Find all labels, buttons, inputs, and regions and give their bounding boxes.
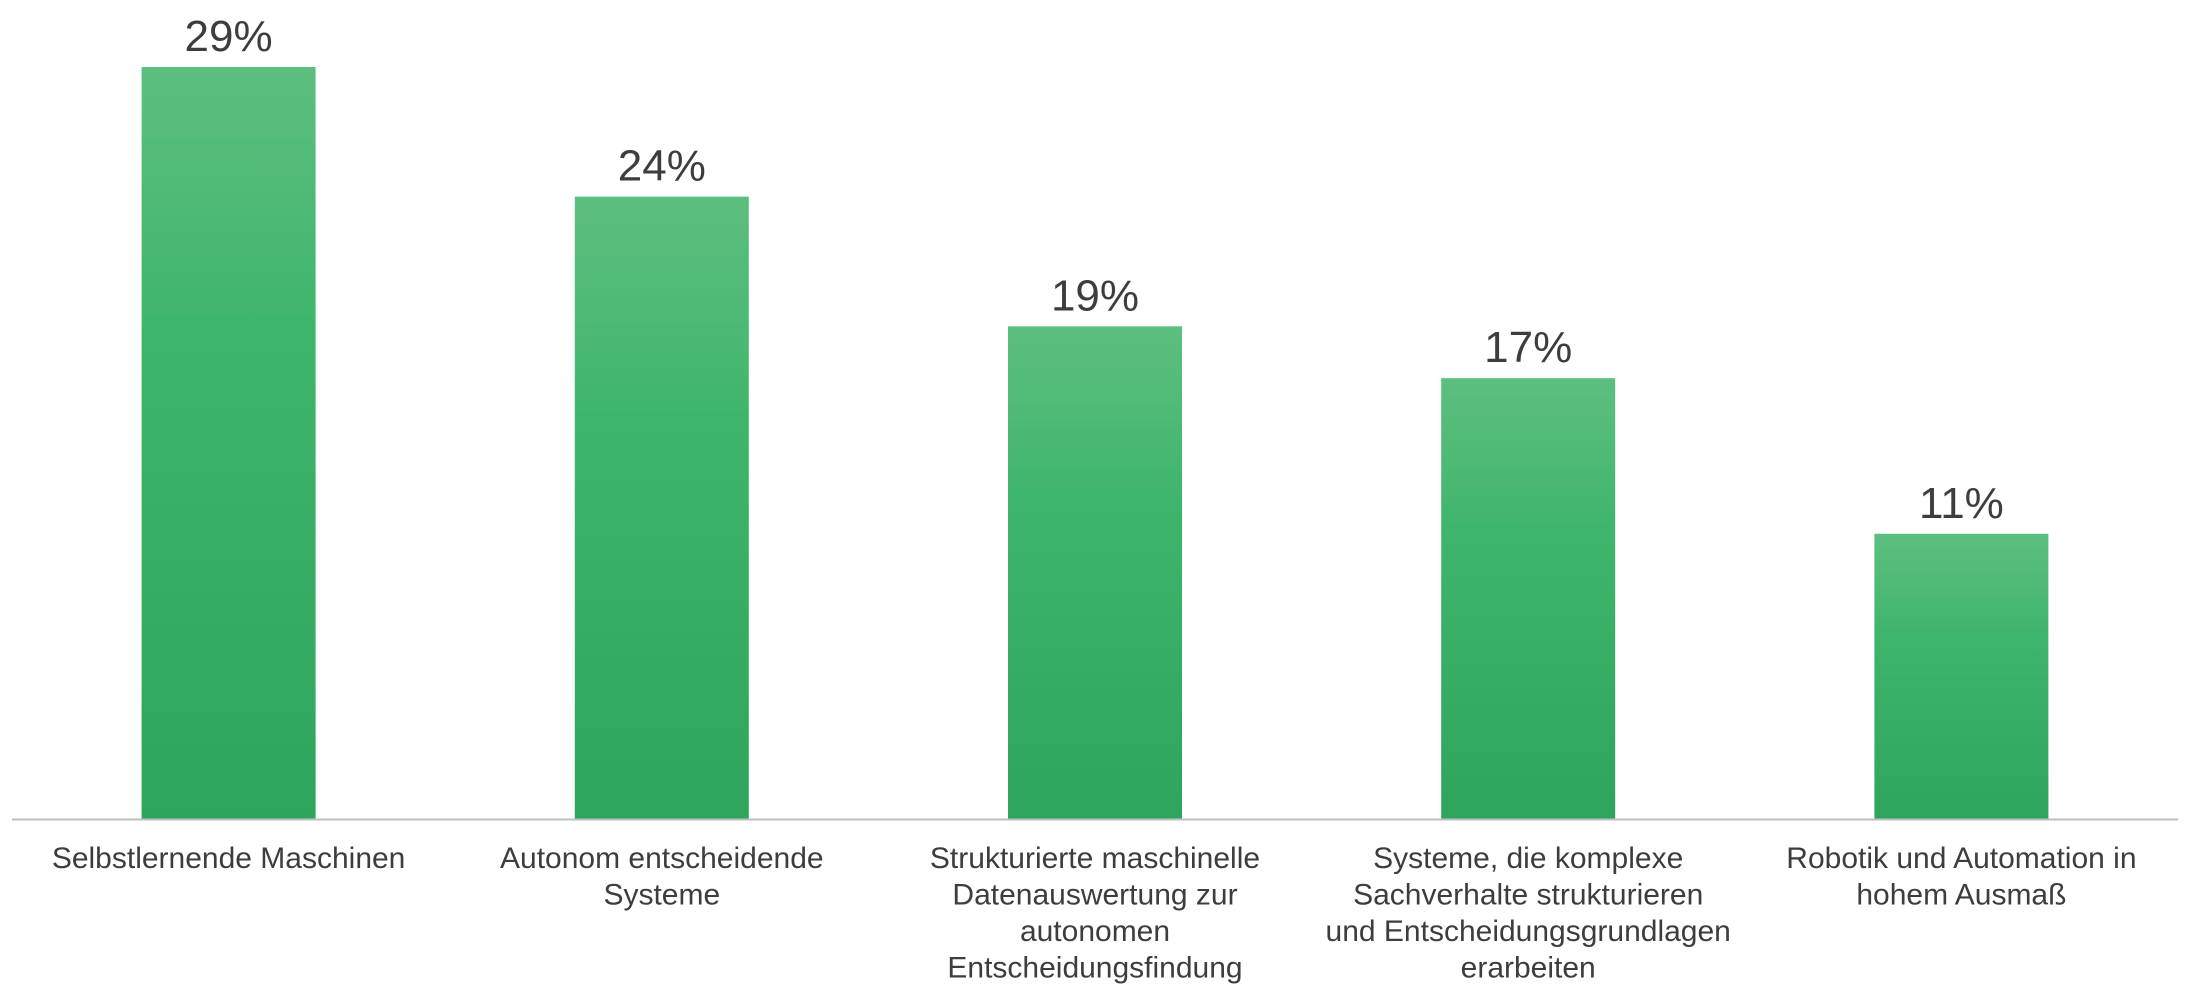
- data-label: 19%: [1051, 271, 1139, 320]
- value-labels-layer: 29% 24% 19% 17% 11%: [185, 12, 2004, 528]
- x-tick-label-line: Strukturierte maschinelle: [930, 842, 1260, 875]
- x-tick-label-line: Datenauswertung zur: [952, 879, 1237, 912]
- x-tick-label: Autonom entscheidende Systeme: [500, 842, 824, 912]
- x-tick-label-line: erarbeiten: [1461, 952, 1596, 985]
- bar: [574, 196, 749, 820]
- x-tick-label: Strukturierte maschinelle Datenauswertung…: [930, 842, 1260, 985]
- bar: [141, 67, 316, 819]
- data-label: 11%: [1919, 479, 2004, 528]
- data-label: 24%: [618, 142, 706, 191]
- bar: [1441, 378, 1616, 819]
- x-tick-label: Selbstlernende Maschinen: [52, 842, 406, 875]
- x-tick-label-line: hohem Ausmaß: [1856, 879, 2066, 912]
- x-tick-label-line: Systeme: [603, 879, 720, 912]
- bar: [1874, 533, 2049, 819]
- x-tick-label-line: Robotik und Automation in: [1786, 842, 2136, 875]
- x-tick-label-line: Autonom entscheidende: [500, 842, 824, 875]
- x-tick-label-line: Systeme, die komplexe: [1373, 842, 1683, 875]
- x-tick-label-line: autonomen: [1020, 915, 1170, 948]
- category-labels-layer: Selbstlernende Maschinen Autonom entschei…: [52, 842, 2137, 985]
- bars-layer: [141, 67, 2049, 820]
- x-tick-label: Robotik und Automation in hohem Ausmaß: [1786, 842, 2136, 912]
- x-tick-label-line: Selbstlernende Maschinen: [52, 842, 406, 875]
- data-label: 29%: [185, 12, 273, 61]
- x-tick-label: Systeme, die komplexe Sachverhalte strukt…: [1326, 842, 1731, 985]
- x-tick-label-line: und Entscheidungsgrundlagen: [1326, 915, 1731, 948]
- x-tick-label-line: Sachverhalte strukturieren: [1353, 879, 1703, 912]
- x-tick-label-line: Entscheidungsfindung: [947, 952, 1242, 985]
- data-label: 17%: [1484, 323, 1572, 372]
- bar: [1008, 326, 1182, 819]
